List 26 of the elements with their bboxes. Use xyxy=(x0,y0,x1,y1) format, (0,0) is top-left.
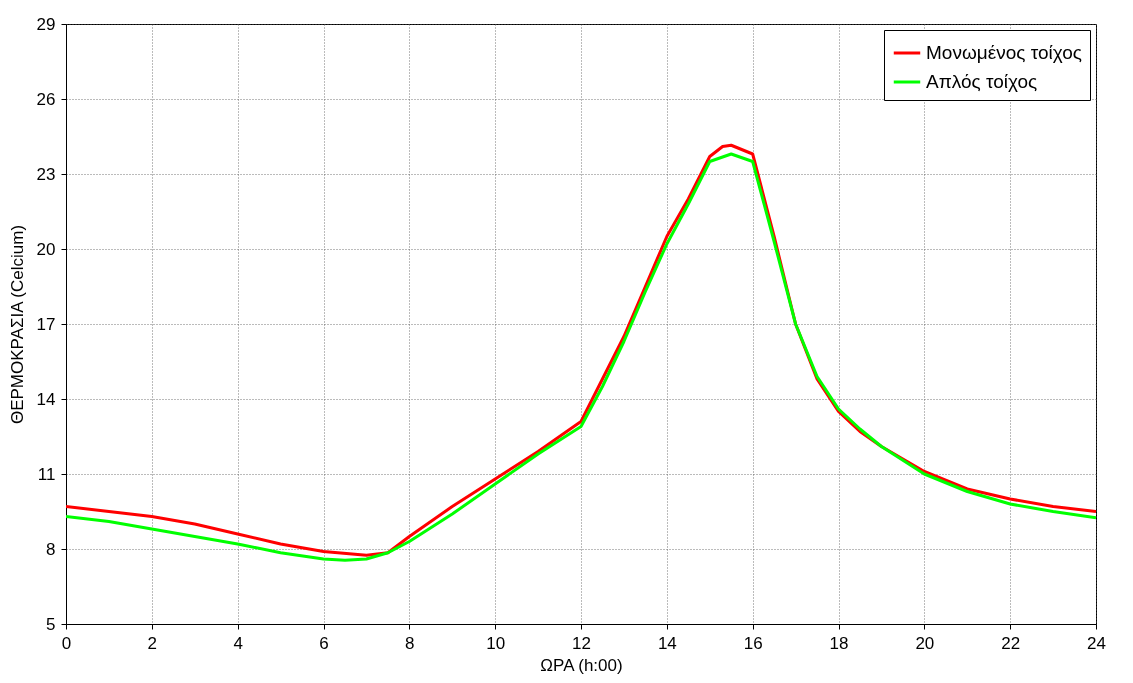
legend-label: Απλός τοίχος xyxy=(926,71,1038,92)
y-tick-label: 29 xyxy=(36,14,56,34)
x-tick-label: 12 xyxy=(572,633,591,653)
y-tick-label: 20 xyxy=(36,239,56,259)
x-tick-label: 24 xyxy=(1087,633,1106,653)
x-tick-label: 6 xyxy=(319,633,329,653)
x-tick-label: 8 xyxy=(405,633,415,653)
y-tick-label: 17 xyxy=(36,314,56,334)
y-tick-label: 8 xyxy=(46,539,56,559)
x-tick-label: 2 xyxy=(147,633,158,653)
y-tick-label: 11 xyxy=(37,464,56,484)
y-tick-label: 23 xyxy=(36,164,56,184)
x-tick-label: 20 xyxy=(915,633,935,653)
x-axis-title: ΩΡΑ (h:00) xyxy=(540,655,623,675)
y-axis-title: ΘΕΡΜΟΚΡΑΣΙΑ (Celcium) xyxy=(7,224,27,425)
y-tick-label: 5 xyxy=(46,614,56,634)
y-tick-label: 14 xyxy=(36,389,56,409)
x-tick-label: 4 xyxy=(233,633,243,653)
x-tick-label: 22 xyxy=(1001,633,1021,653)
y-tick-label: 26 xyxy=(36,89,56,109)
x-tick-label: 10 xyxy=(486,633,506,653)
x-tick-label: 16 xyxy=(743,633,763,653)
x-tick-label: 18 xyxy=(829,633,849,653)
x-tick-label: 0 xyxy=(61,633,72,653)
legend-label: Μονωμένος τοίχος xyxy=(926,42,1082,63)
x-tick-label: 14 xyxy=(657,633,677,653)
